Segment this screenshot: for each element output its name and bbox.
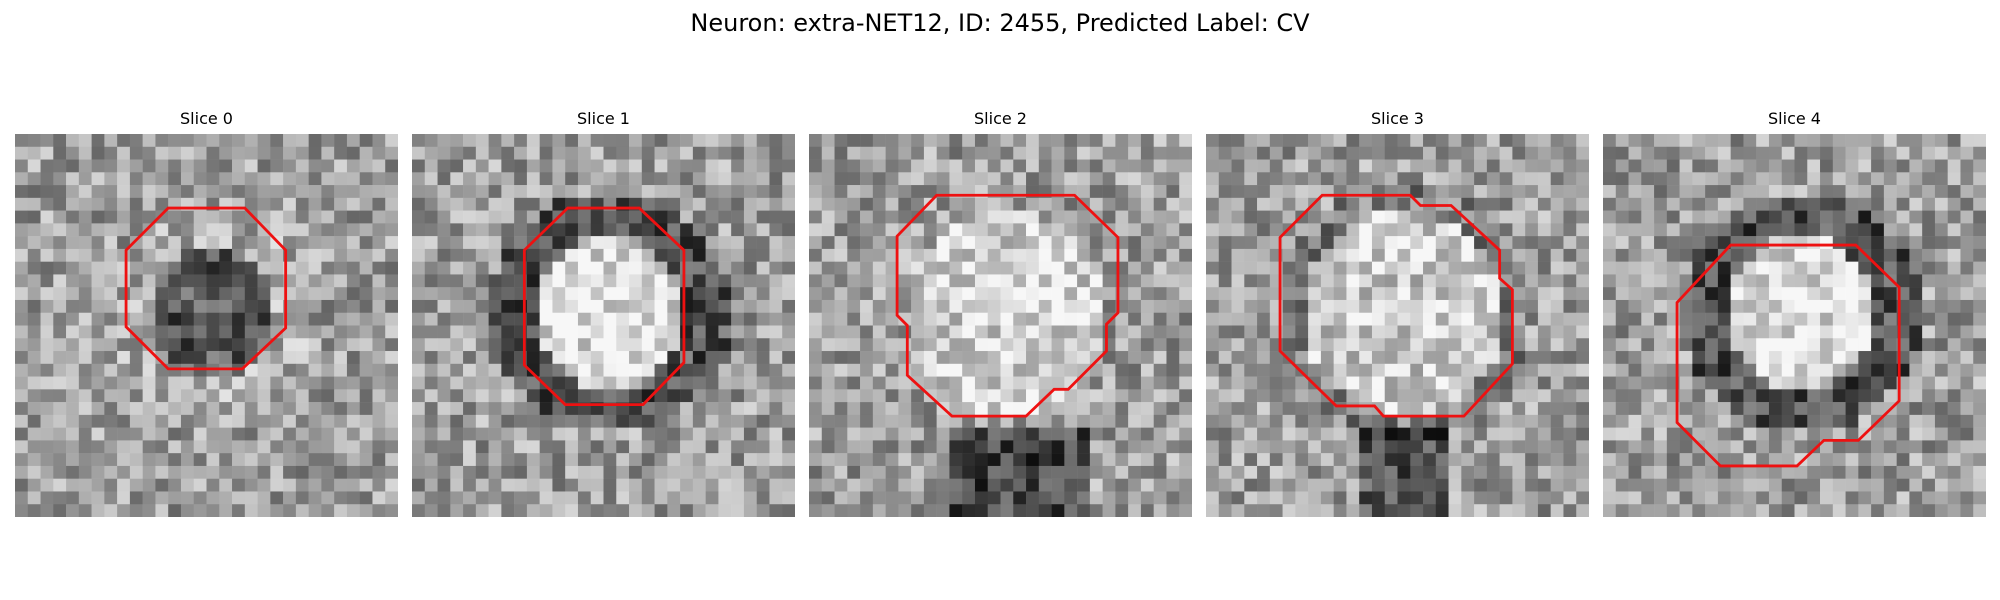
slice-image-2 xyxy=(809,134,1192,517)
roi-contour-3 xyxy=(1278,193,1514,418)
slice-image-0 xyxy=(15,134,398,517)
slice-image-3 xyxy=(1206,134,1589,517)
slice-title-2: Slice 2 xyxy=(974,109,1027,128)
slice-panel-1: Slice 1 xyxy=(412,108,795,517)
slice-pixels-1 xyxy=(412,134,795,517)
slice-pixels-4 xyxy=(1603,134,1986,517)
slice-image-1 xyxy=(412,134,795,517)
roi-contour-2 xyxy=(895,193,1120,418)
slice-panel-4: Slice 4 xyxy=(1603,108,1986,517)
slice-panel-0: Slice 0 xyxy=(15,108,398,517)
slice-title-1: Slice 1 xyxy=(577,109,630,128)
slice-panel-3: Slice 3 xyxy=(1206,108,1589,517)
roi-contour-0 xyxy=(124,206,288,371)
slice-title-0: Slice 0 xyxy=(180,109,233,128)
slice-pixels-2 xyxy=(809,134,1192,517)
figure-title: Neuron: extra-NET12, ID: 2455, Predicted… xyxy=(690,9,1310,37)
slice-title-3: Slice 3 xyxy=(1371,109,1424,128)
slice-pixels-0 xyxy=(15,134,398,517)
slice-title-4: Slice 4 xyxy=(1768,109,1821,128)
roi-contour-1 xyxy=(522,206,686,407)
slice-panel-2: Slice 2 xyxy=(809,108,1192,517)
slice-image-4 xyxy=(1603,134,1986,517)
roi-contour-4 xyxy=(1675,243,1901,468)
slice-pixels-3 xyxy=(1206,134,1589,517)
